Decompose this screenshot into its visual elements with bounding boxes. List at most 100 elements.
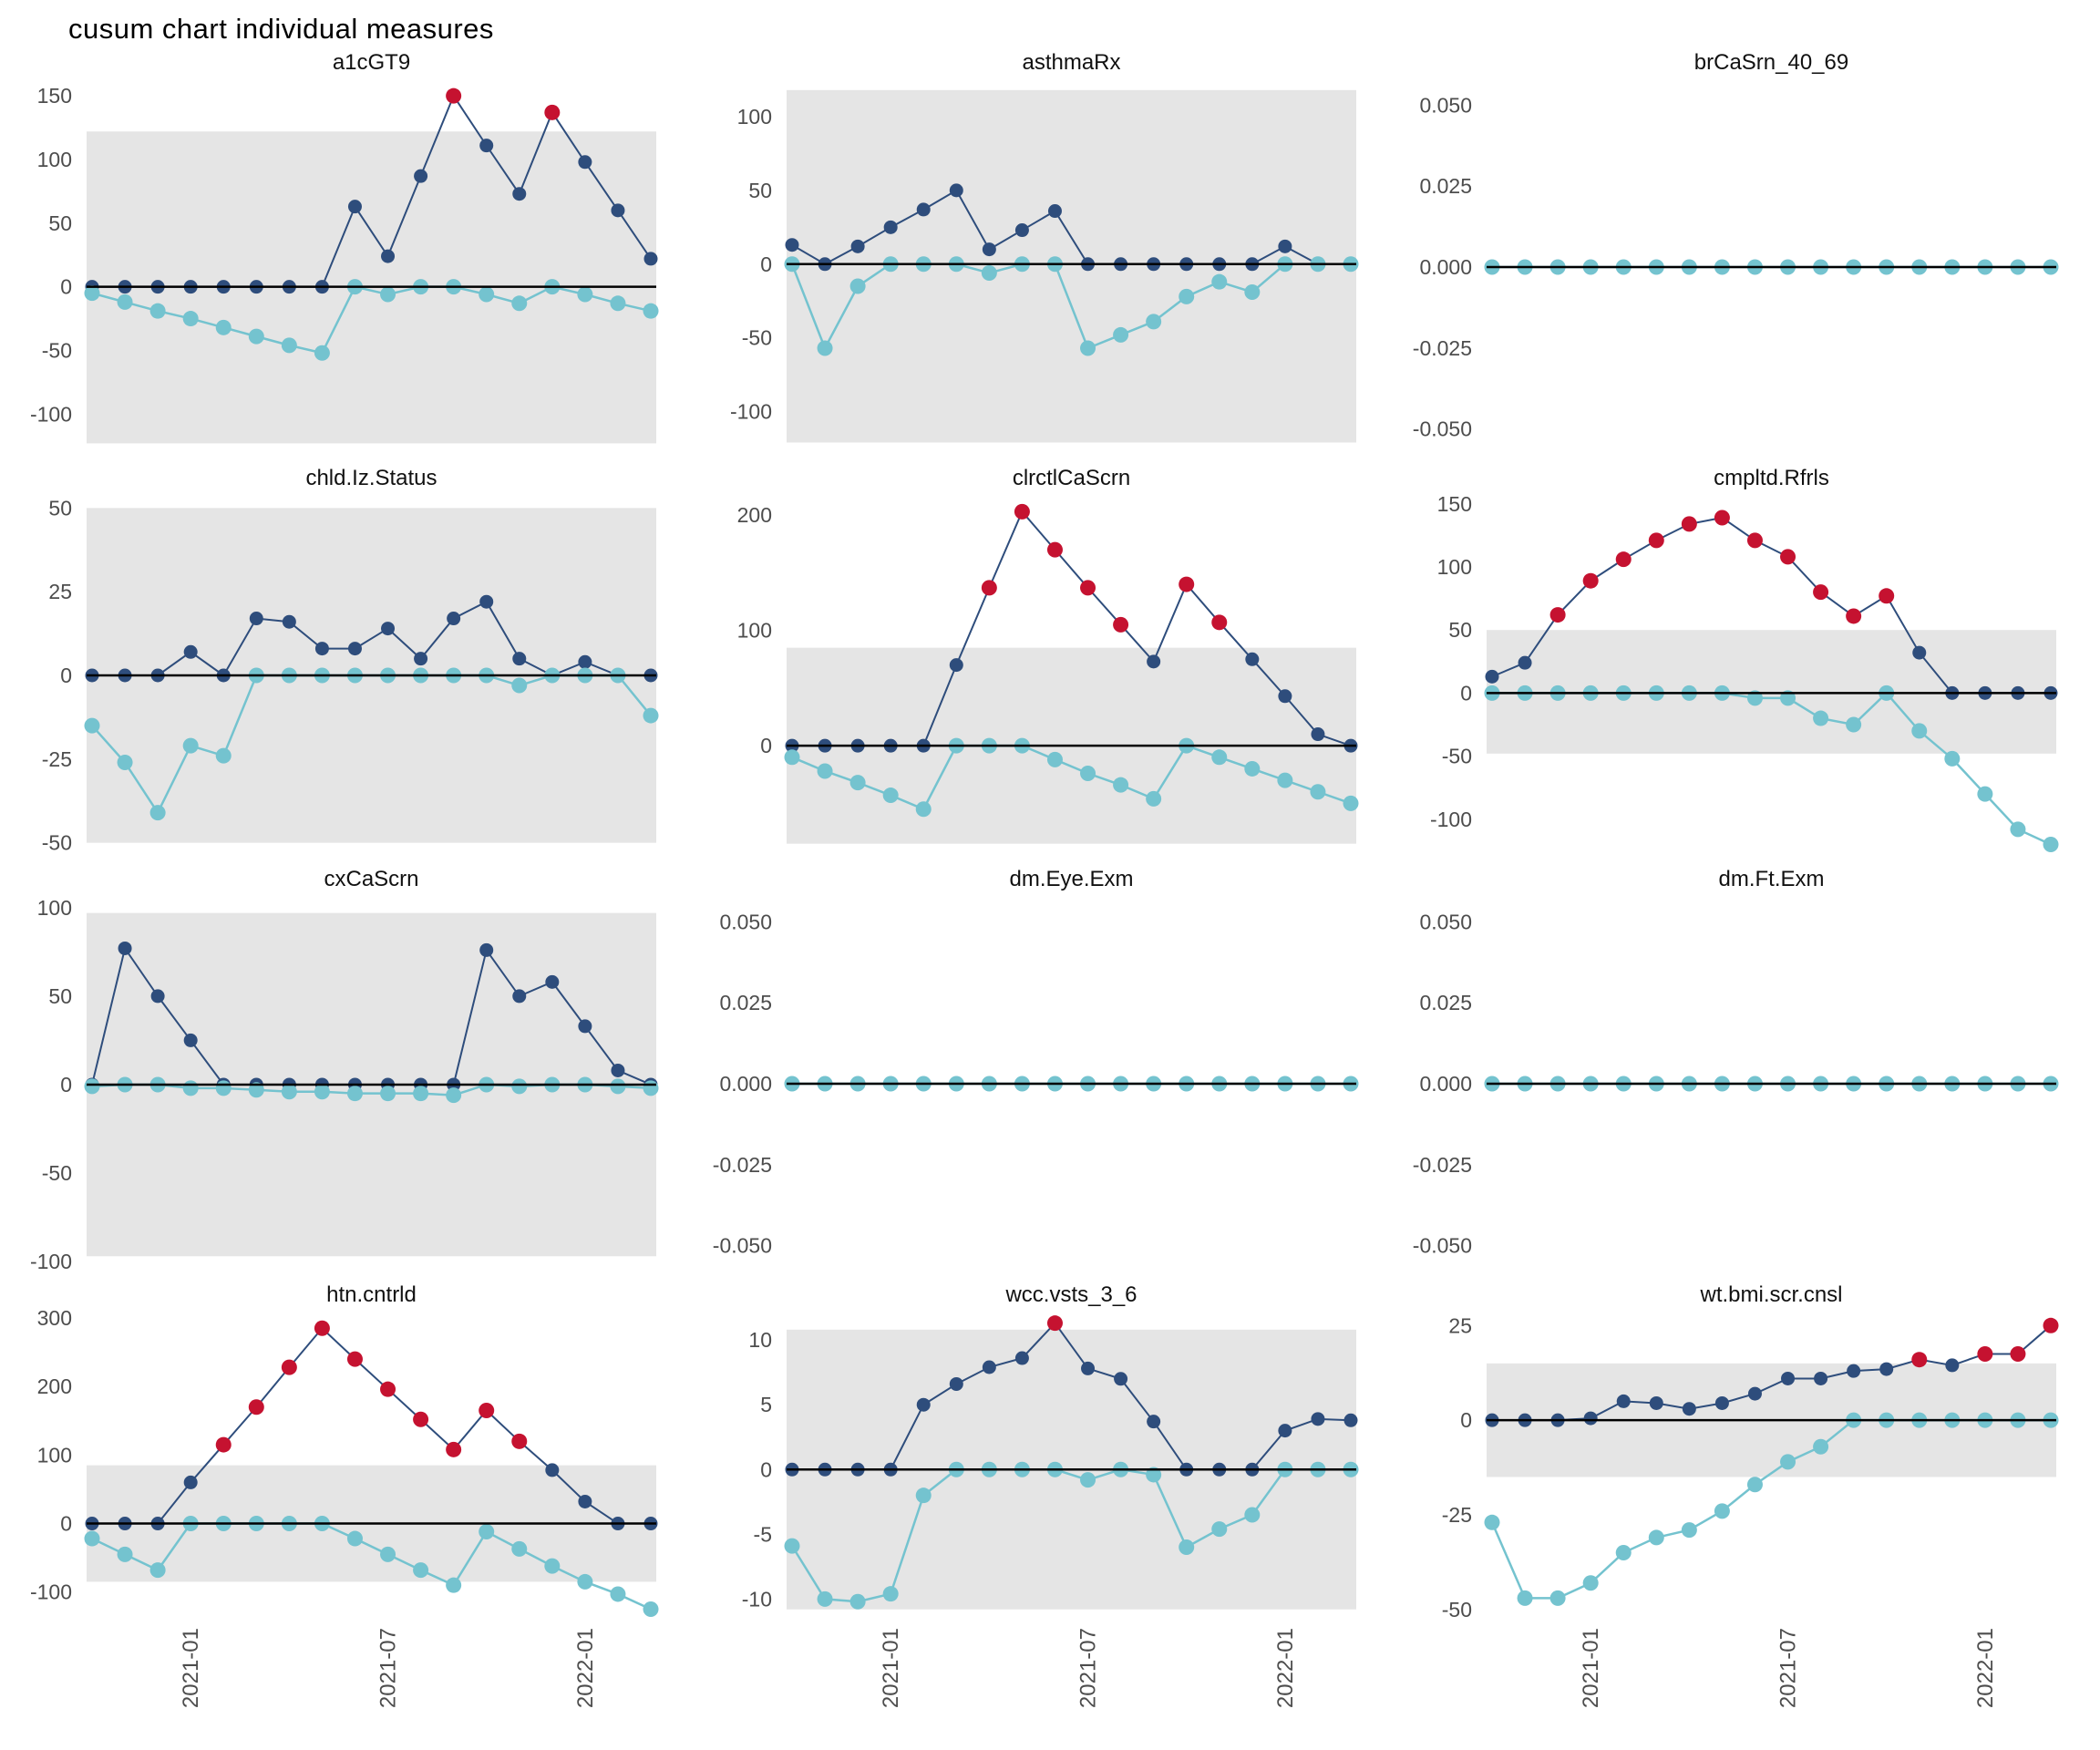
y-tick-label: 100 [37,1443,72,1467]
lower-cusum-point [849,775,866,791]
x-tick-label: 2022-01 [573,1628,598,1708]
lower-cusum-point [248,328,264,345]
lower-cusum-point [380,1086,396,1102]
upper-cusum-point [949,183,963,198]
lower-cusum-point [1080,766,1096,782]
upper-cusum-point [314,642,329,656]
upper-cusum-point [512,989,527,1004]
out-of-control-point [1549,607,1566,623]
upper-cusum-point [578,155,592,170]
facet-plot: wt.bmi.scr.cnsl 25 0 -25 -50 2021-01 2021-07 20… [1442,1282,2059,1708]
lower-cusum-point [511,1540,528,1557]
out-of-control-point [981,580,997,596]
facet-plot: chld.Iz.Status 50 25 0 -25 -50 [42,466,659,855]
y-tick-label: 10 [748,1328,772,1352]
lower-cusum-point [1211,273,1228,290]
out-of-control-point [1846,608,1862,624]
y-tick-label: 50 [48,211,72,235]
upper-cusum-point [512,187,527,201]
lower-cusum-point [1977,786,1993,802]
facet-brCaSrn_40_69: brCaSrn_40_69 0.050 0.025 0.000 -0.025 -0.050 [1400,44,2100,459]
upper-cusum-point [578,1019,592,1034]
y-tick-label: 100 [737,619,772,643]
out-of-control-point [1780,549,1796,565]
facet-title: a1cGT9 [333,50,410,75]
lower-cusum-point [1211,1521,1228,1538]
lower-cusum-point [1277,772,1293,788]
lower-cusum-point [1615,1545,1632,1561]
lower-cusum-point [446,1087,462,1104]
y-tick-label: 50 [1448,618,1472,642]
facet-title: chld.Iz.Status [305,466,437,490]
x-tick-label: 2021-07 [376,1628,401,1708]
lower-cusum-point [915,1488,932,1504]
facet-plot: cxCaScrn 100 50 0 -50 -100 [30,867,659,1273]
y-tick-label: 0.025 [719,991,772,1014]
upper-cusum-point [183,1475,198,1489]
facet-wcc.vsts_3_6: wcc.vsts_3_6 10 5 0 -5 -10 2021-01 2021-07 2022-… [700,1276,1400,1750]
out-of-control-point [1046,1315,1063,1332]
lower-cusum-point [215,319,232,335]
upper-cusum-point [982,1360,996,1374]
lower-cusum-point [1549,1590,1566,1606]
lower-cusum-point [511,1078,528,1095]
y-tick-label: 0.025 [1419,991,1472,1014]
out-of-control-point [1681,516,1697,532]
lower-cusum-point [817,1590,833,1607]
lower-cusum-point [1244,284,1261,301]
lower-cusum-point [346,1086,363,1102]
y-tick-label: 0 [760,734,772,757]
y-tick-label: 50 [748,179,772,202]
y-tick-label: -50 [42,1161,72,1185]
out-of-control-point [2010,1345,2026,1362]
y-tick-label: -100 [730,400,772,424]
out-of-control-point [1879,588,1895,604]
lower-cusum-point [215,1080,232,1096]
lower-cusum-point [1780,1454,1796,1470]
upper-cusum-point [1518,655,1532,670]
lower-cusum-point [2043,836,2059,852]
lower-cusum-point [849,278,866,294]
upper-cusum-point [982,242,996,257]
y-tick-label: -5 [754,1522,772,1546]
lower-cusum-point [817,763,833,779]
facet-dm.Ft.Exm: dm.Ft.Exm 0.050 0.025 0.000 -0.025 -0.050 [1400,860,2100,1276]
facet-title: cxCaScrn [324,867,418,891]
y-tick-label: -25 [42,747,72,771]
y-tick-label: 100 [37,896,72,920]
facet-plot: clrctlCaScrn 200 100 0 [737,466,1359,844]
lower-cusum-point [479,1524,495,1540]
lower-cusum-point [2010,821,2026,838]
facet-wt.bmi.scr.cnsl: wt.bmi.scr.cnsl 25 0 -25 -50 2021-01 2021-07 20… [1400,1276,2100,1750]
y-tick-label: -100 [1430,808,1472,831]
upper-cusum-point [1879,1362,1894,1376]
lower-cusum-point [1517,1590,1533,1606]
lower-cusum-point [314,345,330,361]
out-of-control-point [314,1320,330,1336]
lower-cusum-point [149,805,166,821]
lower-cusum-point [1746,1477,1763,1493]
upper-cusum-point [1014,1351,1029,1365]
lower-cusum-point [1343,795,1359,811]
upper-cusum-point [1616,1394,1631,1408]
upper-cusum-point [479,942,494,957]
out-of-control-point [380,1381,396,1397]
out-of-control-point [215,1436,232,1453]
facet-plot: brCaSrn_40_69 0.050 0.025 0.000 -0.025 -0.050 [1413,50,2059,441]
out-of-control-point [1014,503,1030,520]
facet-title: dm.Ft.Exm [1718,867,1824,891]
lower-cusum-point [511,677,528,694]
x-tick-label: 2022-01 [1273,1628,1298,1708]
lower-cusum-point [84,1530,100,1547]
lower-cusum-point [149,1562,166,1579]
out-of-control-point [248,1399,264,1415]
lower-cusum-point [248,1082,264,1098]
y-tick-label: -0.050 [1413,1234,1472,1258]
upper-cusum-point [643,252,658,266]
lower-cusum-point [1714,1503,1730,1519]
out-of-control-point [1648,532,1664,549]
upper-cusum-point [850,239,865,253]
lower-cusum-point [380,286,396,303]
lower-cusum-point [643,707,659,724]
lower-cusum-point [1681,1522,1697,1539]
